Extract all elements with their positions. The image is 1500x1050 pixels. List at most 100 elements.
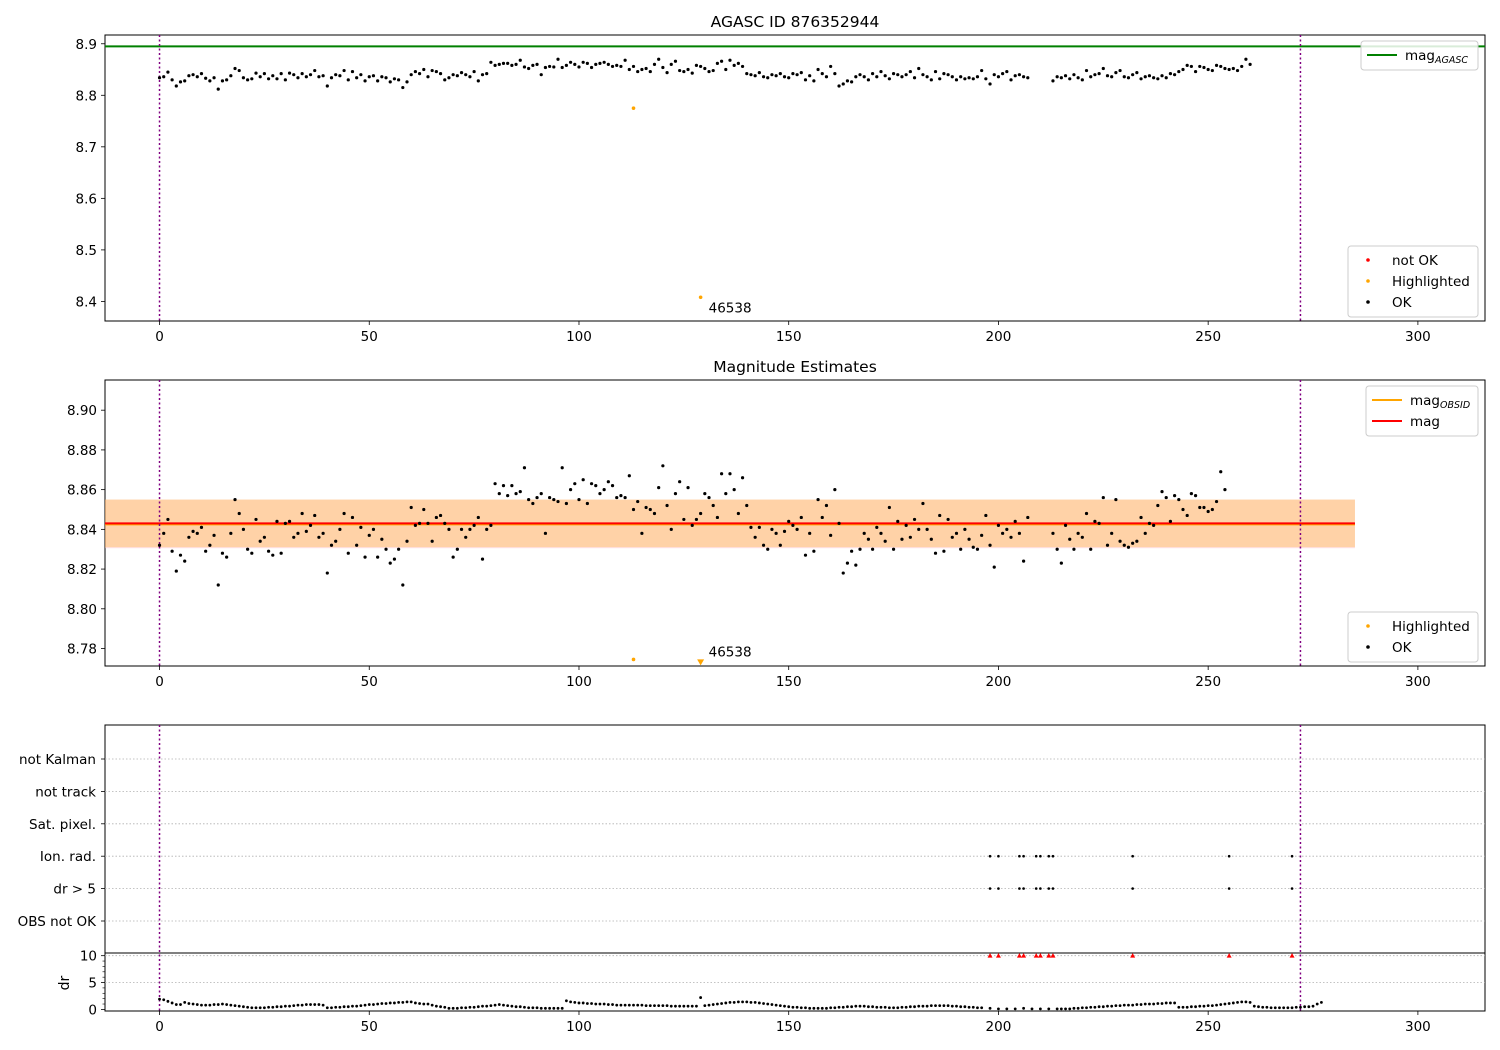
dr-point bbox=[212, 1003, 216, 1006]
dr-point bbox=[262, 1006, 266, 1010]
dr-point bbox=[1273, 1006, 1277, 1010]
panel-agasc-ok-point bbox=[942, 72, 946, 76]
panel-mag-estimates-ok-point bbox=[644, 505, 648, 510]
panel-agasc-ok-point bbox=[967, 76, 971, 80]
dr-point bbox=[753, 1001, 757, 1004]
dr-point bbox=[1198, 1004, 1202, 1008]
dr-point bbox=[531, 1006, 535, 1010]
dr-clipped-marker bbox=[1050, 953, 1056, 958]
dr-point bbox=[716, 1002, 719, 1006]
panel-mag-estimates-ok-point bbox=[980, 533, 984, 537]
panel-mag-estimates-ok-point bbox=[728, 472, 732, 476]
dr-point bbox=[699, 996, 703, 999]
panel-agasc-ok-point bbox=[262, 72, 266, 76]
dr-point bbox=[527, 1006, 531, 1010]
dr-point bbox=[225, 1003, 229, 1006]
panel-mag-estimates-ok-point bbox=[1164, 495, 1168, 500]
dr-point bbox=[548, 1006, 552, 1010]
dr-clipped-marker bbox=[1037, 953, 1043, 958]
panel-agasc-ok-point bbox=[875, 75, 879, 79]
panel-mag-estimates-ytick-label: 8.84 bbox=[67, 522, 97, 538]
panel-agasc-ok-point bbox=[816, 67, 820, 72]
dr-point bbox=[367, 1003, 371, 1006]
dr-clipped-marker bbox=[1016, 953, 1022, 958]
panel-mag-estimates-ok-point bbox=[686, 486, 690, 490]
panel-agasc-ok-point bbox=[1105, 74, 1110, 78]
panel-mag-estimates-ok-point bbox=[313, 513, 317, 518]
panel-agasc-highlighted-point bbox=[698, 295, 703, 300]
dr-point bbox=[1215, 1003, 1218, 1007]
dr-point bbox=[162, 998, 166, 1002]
panel-agasc-ok-point bbox=[615, 63, 619, 68]
panel-mag-estimates-ok-point bbox=[996, 523, 1001, 527]
panel-agasc-ok-point bbox=[1189, 64, 1193, 69]
dr-clipped-marker bbox=[995, 953, 1001, 958]
panel-mag-estimates-ok-point bbox=[367, 533, 371, 537]
panel-agasc-ok-point bbox=[841, 82, 845, 86]
dr-point bbox=[778, 1004, 782, 1008]
panel-agasc-ok-point bbox=[1001, 72, 1005, 76]
panel-mag-estimates-ok-point bbox=[1214, 499, 1219, 504]
panel-mag-estimates-ok-point bbox=[271, 553, 275, 557]
panel-mag-estimates-ok-point bbox=[736, 511, 740, 516]
panel-mag-estimates-ok-point bbox=[346, 551, 350, 555]
panel-agasc-ok-point bbox=[1022, 75, 1026, 79]
panel-agasc-ok-point bbox=[552, 65, 556, 69]
panel-mag-estimates-ok-point bbox=[199, 525, 204, 529]
panel-mag-estimates-ok-point bbox=[1193, 493, 1198, 498]
panel-agasc-ok-point bbox=[225, 78, 229, 82]
panel-mag-estimates-ok-point bbox=[371, 527, 376, 531]
panel-mag-estimates-ok-point bbox=[1059, 561, 1063, 565]
dr-point bbox=[1106, 1004, 1109, 1008]
panel-mag-estimates-ok-point bbox=[233, 497, 237, 502]
panel-agasc-ok-point bbox=[313, 68, 317, 73]
panel-mag-estimates-ok-point bbox=[854, 563, 858, 567]
panel-mag-estimates-xtick-label: 0 bbox=[155, 674, 164, 690]
dr-point bbox=[1122, 1003, 1126, 1007]
panel-agasc-ytick-label: 8.9 bbox=[76, 37, 97, 53]
panel-agasc-ok-point bbox=[778, 72, 782, 76]
dr-point bbox=[720, 1002, 723, 1005]
panel-mag-estimates-ok-point bbox=[577, 497, 581, 502]
panel-agasc-lower-legend-dot-swatch bbox=[1366, 300, 1370, 304]
dr-point bbox=[1059, 1007, 1063, 1011]
panel-mag-estimates-ok-point bbox=[183, 559, 187, 563]
dr-point bbox=[1286, 1006, 1290, 1010]
dr-point bbox=[413, 1001, 417, 1005]
panel-agasc-ok-point bbox=[1193, 69, 1198, 74]
panel-agasc-ok-point bbox=[610, 64, 615, 69]
panel-agasc-ok-point bbox=[673, 59, 678, 63]
panel-mag-estimates-ok-point bbox=[652, 511, 657, 516]
dr-point bbox=[439, 1005, 442, 1009]
dr-point bbox=[1227, 1002, 1231, 1005]
dr-point bbox=[1127, 1003, 1130, 1007]
panel-mag-estimates-ok-point bbox=[1131, 541, 1135, 545]
panel-mag-estimates-ok-point bbox=[237, 511, 241, 516]
panel-agasc-ok-point bbox=[585, 61, 589, 65]
panel-mag-estimates-ok-point bbox=[1001, 531, 1005, 535]
panel-mag-estimates-ok-point bbox=[1126, 545, 1131, 549]
panel-mag-estimates-ok-point bbox=[384, 547, 388, 551]
panel-mag-estimates-ok-point bbox=[602, 488, 606, 492]
dr-point bbox=[862, 1004, 866, 1008]
panel-mag-estimates-ok-point bbox=[959, 547, 963, 551]
panel-agasc-ok-point bbox=[1139, 77, 1143, 81]
dr-point bbox=[1148, 1002, 1151, 1006]
dr-point bbox=[246, 1005, 250, 1009]
panel-mag-estimates-ok-point bbox=[434, 515, 438, 520]
panel-agasc-ok-point bbox=[631, 64, 636, 69]
dr-point bbox=[594, 1002, 598, 1006]
dr-point bbox=[502, 1003, 505, 1007]
panel-agasc-ok-point bbox=[879, 69, 883, 74]
panel-agasc-ok-point bbox=[1080, 78, 1084, 82]
dr-point bbox=[334, 1005, 338, 1009]
panel-agasc-ok-point bbox=[1118, 68, 1122, 73]
panel-mag-estimates-ok-point bbox=[971, 545, 975, 549]
panel-agasc-ok-point bbox=[1055, 75, 1059, 79]
dr-point bbox=[707, 1003, 711, 1007]
panel-mag-estimates-ok-point bbox=[850, 549, 854, 553]
panel-mag-estimates-ok-point bbox=[820, 515, 824, 520]
panel-agasc-ok-point bbox=[497, 62, 501, 66]
panel-mag-estimates-ok-point bbox=[724, 492, 728, 496]
